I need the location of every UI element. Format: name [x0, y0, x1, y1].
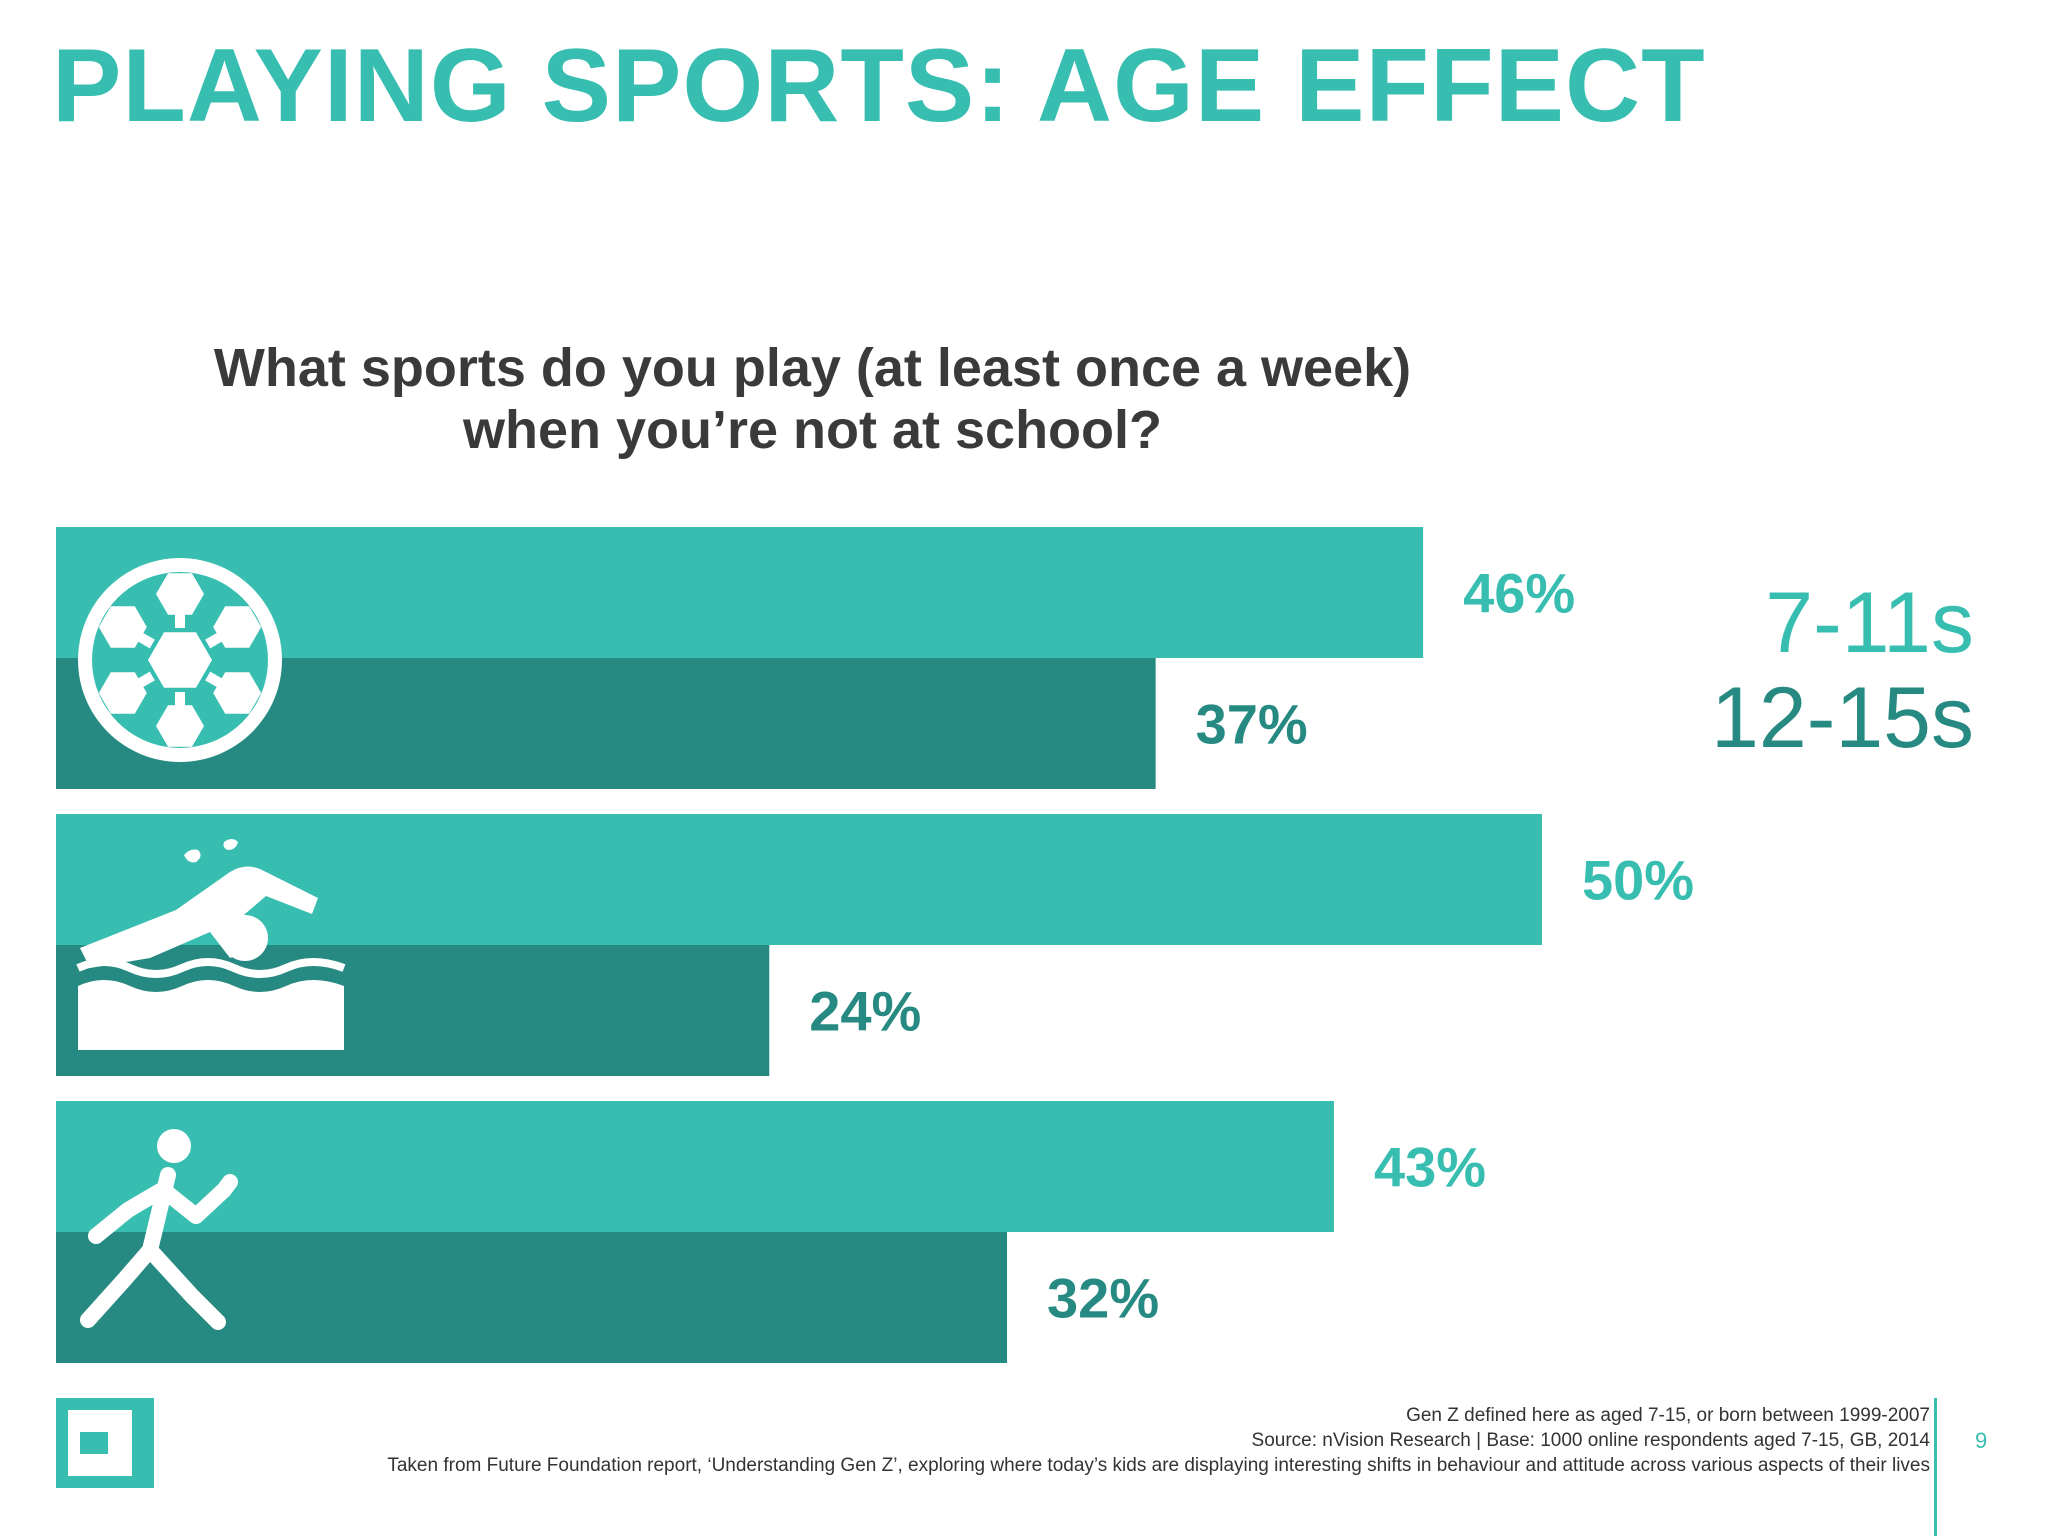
- footnote-gen-z-definition: Gen Z defined here as aged 7-15, or born…: [1406, 1405, 1930, 1426]
- footer-divider: [1934, 1398, 1937, 1536]
- data-label-running-7-11s: 43%: [1374, 1136, 1486, 1199]
- data-label-football-12-15s: 37%: [1196, 693, 1308, 756]
- bar-football-7-11s: [56, 527, 1424, 658]
- data-label-running-12-15s: 32%: [1047, 1267, 1159, 1330]
- bar-swimming-7-11s: [56, 814, 1542, 945]
- footnote-source: Source: nVision Research | Base: 1000 on…: [1251, 1430, 1930, 1451]
- bar-running-7-11s: [56, 1101, 1334, 1232]
- slide-title: PLAYING SPORTS: AGE EFFECT: [52, 28, 1706, 144]
- chart-question-line-1: What sports do you play (at least once a…: [213, 338, 1412, 398]
- soccer-ball-icon: [78, 558, 282, 762]
- page-number: 9: [1975, 1428, 1988, 1453]
- logo-slot: [80, 1432, 108, 1454]
- bar-running-12-15s: [56, 1232, 1008, 1363]
- data-label-swimming-7-11s: 50%: [1582, 849, 1694, 912]
- legend-7-11s: 7-11s: [1765, 575, 1974, 671]
- brand-logo-icon: [56, 1398, 154, 1488]
- chart-question-line-2: when you’re not at school?: [462, 400, 1163, 460]
- swimmer-icon: [76, 839, 346, 1050]
- data-label-football-7-11s: 46%: [1463, 562, 1575, 625]
- runner-icon: [80, 1129, 238, 1330]
- footnote-report-reference: Taken from Future Foundation report, ‘Un…: [387, 1455, 1930, 1476]
- data-label-swimming-12-15s: 24%: [809, 980, 921, 1043]
- legend-12-15s: 12-15s: [1711, 670, 1974, 766]
